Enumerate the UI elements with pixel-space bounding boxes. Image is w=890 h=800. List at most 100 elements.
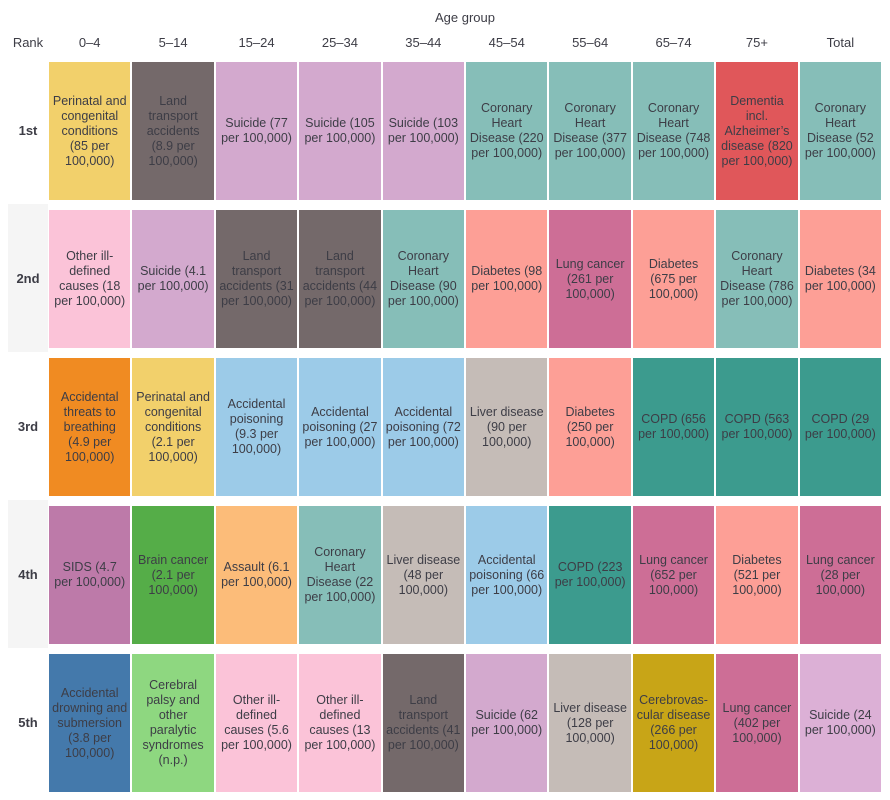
- heatmap-cell[interactable]: Accidental poisoning (27 per 100,000): [299, 358, 381, 496]
- heatmap-cell-label: Coronary Heart Disease (377 per 100,000): [553, 101, 627, 160]
- heatmap-cell-label: Accidental poisoning (66 per 100,000): [469, 552, 545, 597]
- cell-wrapper: Liver disease (48 per 100,000): [382, 500, 465, 648]
- heatmap-cell-label: Lung cancer (261 per 100,000): [555, 256, 625, 301]
- heatmap-cell-label: Land transport accidents (44 per 100,000…: [302, 249, 378, 308]
- cell-wrapper: Coronary Heart Disease (786 per 100,000): [715, 204, 798, 352]
- heatmap-cell-label: Perinatal and congenital conditions (85 …: [52, 93, 127, 168]
- heatmap-cell[interactable]: Lung cancer (652 per 100,000): [632, 506, 715, 644]
- heatmap-cell[interactable]: Coronary Heart Disease (52 per 100,000): [799, 62, 882, 200]
- heatmap-cell[interactable]: Other ill-defined causes (5.6 per 100,00…: [215, 654, 298, 792]
- heatmap-cell[interactable]: Liver disease (128 per 100,000): [549, 654, 631, 792]
- heatmap-cell[interactable]: Accidental poisoning (66 per 100,000): [466, 506, 548, 644]
- cell-wrapper: Cerebrovas-cular disease (266 per 100,00…: [632, 648, 715, 796]
- heatmap-cell[interactable]: Lung cancer (28 per 100,000): [799, 506, 882, 644]
- cell-wrapper: Suicide (103 per 100,000): [382, 56, 465, 204]
- heatmap-cell[interactable]: Land transport accidents (44 per 100,000…: [299, 210, 381, 348]
- heatmap-cell-label: Lung cancer (652 per 100,000): [639, 552, 708, 597]
- heatmap-cell[interactable]: Accidental drowning and submersion (3.8 …: [49, 654, 131, 792]
- cell-wrapper: Land transport accidents (31 per 100,000…: [215, 204, 298, 352]
- cell-wrapper: Suicide (105 per 100,000): [298, 56, 381, 204]
- heatmap-cell[interactable]: Land transport accidents (41 per 100,000…: [382, 654, 465, 792]
- cell-wrapper: Diabetes (98 per 100,000): [465, 204, 548, 352]
- table-row: 2nd Other ill-defined causes (18 per 100,…: [8, 204, 882, 352]
- heatmap-cell[interactable]: COPD (223 per 100,000): [549, 506, 631, 644]
- heatmap-cell[interactable]: Diabetes (250 per 100,000): [549, 358, 631, 496]
- heatmap-cell-label: Coronary Heart Disease (90 per 100,000): [387, 249, 459, 308]
- heatmap-cell[interactable]: Cerebral palsy and other paralytic syndr…: [132, 654, 214, 792]
- heatmap-cell[interactable]: Suicide (105 per 100,000): [299, 62, 381, 200]
- heatmap-cell[interactable]: Assault (6.1 per 100,000): [215, 506, 298, 644]
- heatmap-cell[interactable]: Diabetes (521 per 100,000): [716, 506, 798, 644]
- age-group-header-6: 55–64: [572, 35, 609, 50]
- heatmap-cell[interactable]: COPD (563 per 100,000): [716, 358, 798, 496]
- cell-wrapper: Accidental poisoning (27 per 100,000): [298, 352, 381, 500]
- heatmap-cell[interactable]: Liver disease (90 per 100,000): [466, 358, 548, 496]
- heatmap-cell[interactable]: COPD (29 per 100,000): [799, 358, 882, 496]
- row-cells: Perinatal and congenital conditions (85 …: [48, 56, 882, 204]
- cell-wrapper: Diabetes (34 per 100,000): [799, 204, 882, 352]
- heatmap-cell[interactable]: Other ill-defined causes (18 per 100,000…: [49, 210, 131, 348]
- heatmap-cell[interactable]: Cerebrovas-cular disease (266 per 100,00…: [632, 654, 715, 792]
- cell-wrapper: Coronary Heart Disease (377 per 100,000): [548, 56, 631, 204]
- heatmap-cell[interactable]: Perinatal and congenital conditions (2.1…: [132, 358, 214, 496]
- heatmap-cell[interactable]: Coronary Heart Disease (220 per 100,000): [466, 62, 548, 200]
- cell-wrapper: Lung cancer (652 per 100,000): [632, 500, 715, 648]
- cell-wrapper: Liver disease (128 per 100,000): [548, 648, 631, 796]
- heatmap-cell-label: Cerebrovas-cular disease (266 per 100,00…: [636, 693, 711, 752]
- heatmap-cell[interactable]: Liver disease (48 per 100,000): [382, 506, 465, 644]
- cell-wrapper: COPD (223 per 100,000): [548, 500, 631, 648]
- cell-wrapper: Other ill-defined causes (13 per 100,000…: [298, 648, 381, 796]
- heatmap-cell[interactable]: SIDS (4.7 per 100,000): [49, 506, 131, 644]
- cell-wrapper: Coronary Heart Disease (52 per 100,000): [799, 56, 882, 204]
- age-group-header-8: 75+: [745, 35, 768, 50]
- heatmap-cell[interactable]: Diabetes (34 per 100,000): [799, 210, 882, 348]
- heatmap-cell-label: Other ill-defined causes (13 per 100,000…: [304, 693, 376, 752]
- heatmap-cell[interactable]: Lung cancer (402 per 100,000): [716, 654, 798, 792]
- heatmap-cell[interactable]: Other ill-defined causes (13 per 100,000…: [299, 654, 381, 792]
- heatmap-cell[interactable]: Perinatal and congenital conditions (85 …: [49, 62, 131, 200]
- heatmap-cell[interactable]: Accidental threats to breathing (4.9 per…: [49, 358, 131, 496]
- heatmap-cell-label: Diabetes (521 per 100,000): [732, 552, 782, 597]
- heatmap-cell[interactable]: Land transport accidents (31 per 100,000…: [215, 210, 298, 348]
- cell-wrapper: Accidental poisoning (66 per 100,000): [465, 500, 548, 648]
- heatmap-cell[interactable]: Suicide (24 per 100,000): [799, 654, 882, 792]
- cell-wrapper: Diabetes (250 per 100,000): [548, 352, 631, 500]
- cell-wrapper: Brain cancer (2.1 per 100,000): [131, 500, 214, 648]
- heatmap-cell[interactable]: Land transport accidents (8.9 per 100,00…: [132, 62, 214, 200]
- heatmap-cell[interactable]: Diabetes (675 per 100,000): [632, 210, 715, 348]
- heatmap-cell[interactable]: Accidental poisoning (72 per 100,000): [382, 358, 465, 496]
- heatmap-cell-label: Lung cancer (28 per 100,000): [805, 552, 875, 597]
- rank-column-header: Rank: [12, 35, 44, 50]
- age-group-header-3: 25–34: [321, 35, 358, 50]
- heatmap-cell[interactable]: Coronary Heart Disease (786 per 100,000): [716, 210, 798, 348]
- cell-wrapper: COPD (563 per 100,000): [715, 352, 798, 500]
- heatmap-cell-label: Accidental poisoning (72 per 100,000): [385, 404, 461, 449]
- heatmap-cell[interactable]: Accidental poisoning (9.3 per 100,000): [215, 358, 298, 496]
- heatmap-cell[interactable]: Coronary Heart Disease (22 per 100,000): [299, 506, 381, 644]
- heatmap-cell-label: Accidental poisoning (27 per 100,000): [302, 404, 378, 449]
- heatmap-cell[interactable]: Diabetes (98 per 100,000): [466, 210, 548, 348]
- heatmap-cell[interactable]: Coronary Heart Disease (90 per 100,000): [382, 210, 465, 348]
- age-group-header-0: 0–4: [78, 35, 101, 50]
- heatmap-cell[interactable]: Suicide (77 per 100,000): [215, 62, 298, 200]
- table-row: 1st Perinatal and congenital conditions (…: [8, 56, 882, 204]
- heatmap-cell-label: SIDS (4.7 per 100,000): [54, 560, 126, 589]
- heatmap-cell[interactable]: Coronary Heart Disease (377 per 100,000): [549, 62, 631, 200]
- heatmap-cell[interactable]: Lung cancer (261 per 100,000): [549, 210, 631, 348]
- heatmap-cell-label: Land transport accidents (31 per 100,000…: [219, 249, 294, 308]
- rank-label-0: 1st: [18, 122, 38, 138]
- cell-wrapper: Accidental drowning and submersion (3.8 …: [48, 648, 131, 796]
- heatmap-cell[interactable]: Suicide (62 per 100,000): [466, 654, 548, 792]
- heatmap-cell[interactable]: Coronary Heart Disease (748 per 100,000): [632, 62, 715, 200]
- heatmap-cell[interactable]: Suicide (4.1 per 100,000): [132, 210, 214, 348]
- cell-wrapper: Coronary Heart Disease (22 per 100,000): [298, 500, 381, 648]
- heatmap-cell[interactable]: Dementia incl. Alzheimer’s disease (820 …: [716, 62, 798, 200]
- table-row: 4th SIDS (4.7 per 100,000) Brain cancer (2…: [8, 500, 882, 648]
- heatmap-cell[interactable]: COPD (656 per 100,000): [632, 358, 715, 496]
- heatmap-cell[interactable]: Suicide (103 per 100,000): [382, 62, 465, 200]
- heatmap-cell-label: COPD (656 per 100,000): [638, 412, 709, 441]
- heatmap-cell-label: Suicide (24 per 100,000): [804, 708, 876, 737]
- heatmap-cell-label: COPD (223 per 100,000): [554, 560, 626, 589]
- cell-wrapper: Coronary Heart Disease (90 per 100,000): [382, 204, 465, 352]
- heatmap-cell[interactable]: Brain cancer (2.1 per 100,000): [132, 506, 214, 644]
